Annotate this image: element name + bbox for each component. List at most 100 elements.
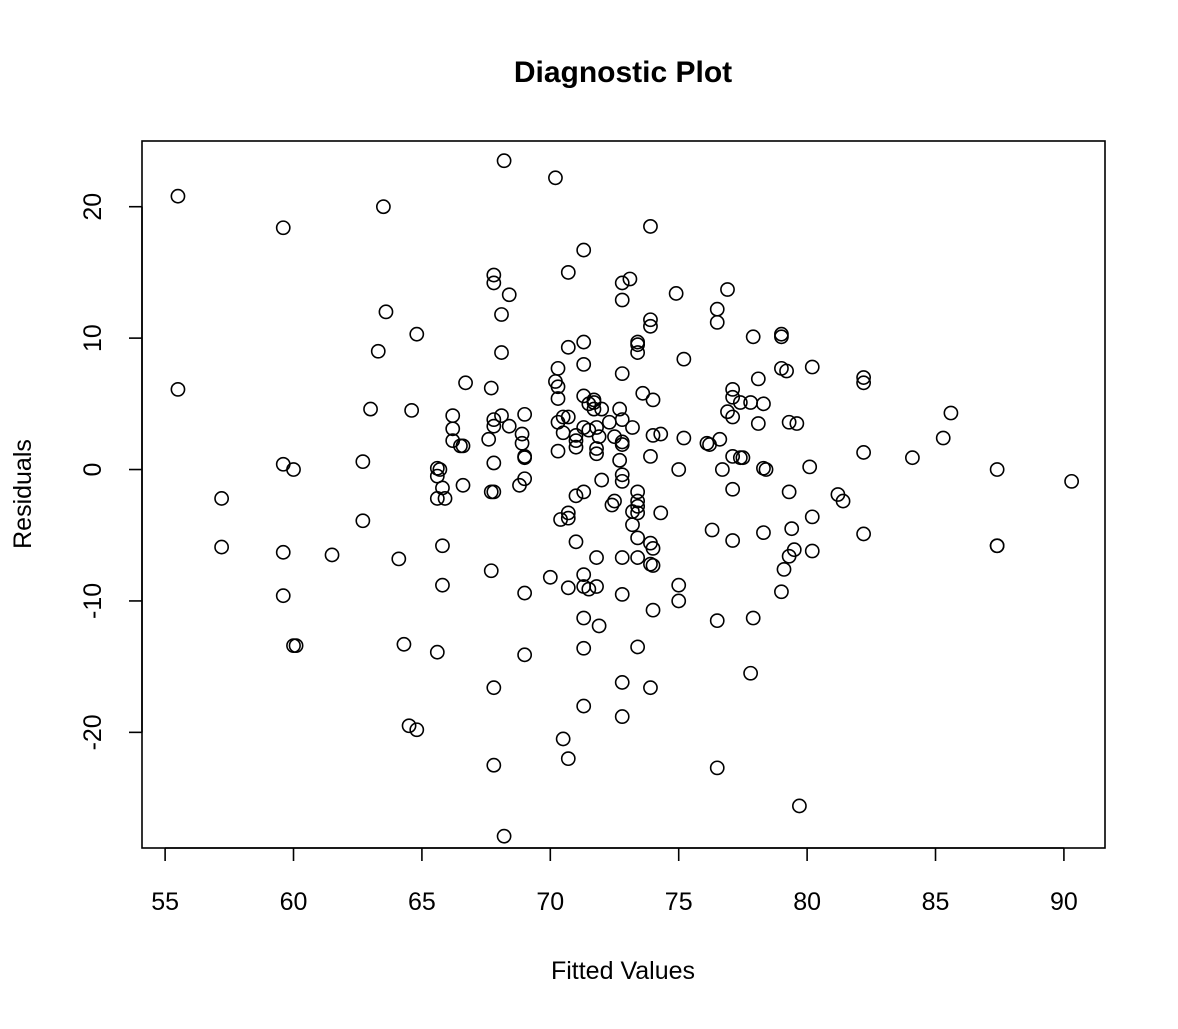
data-point xyxy=(776,562,792,577)
data-point xyxy=(653,505,669,521)
data-point xyxy=(481,431,497,447)
x-axis: 55 60 65 70 75 80 85 90 xyxy=(151,847,1078,916)
data-point xyxy=(486,275,502,291)
data-point xyxy=(591,618,607,634)
data-point xyxy=(645,558,661,573)
data-point xyxy=(774,329,789,345)
data-point xyxy=(555,731,571,747)
data-point xyxy=(555,425,571,441)
data-point xyxy=(614,275,630,291)
data-point xyxy=(671,462,687,477)
data-point xyxy=(714,462,730,477)
data-point xyxy=(494,345,509,360)
data-point xyxy=(989,538,1005,554)
data-point xyxy=(612,452,628,468)
data-point xyxy=(745,329,761,345)
data-point xyxy=(378,304,394,320)
data-point xyxy=(355,513,371,529)
data-point xyxy=(486,412,502,427)
data-point xyxy=(275,456,291,472)
y-tick-label: 0 xyxy=(79,463,107,477)
data-point xyxy=(725,389,741,405)
data-point xyxy=(581,422,597,438)
data-point xyxy=(560,265,576,280)
data-point xyxy=(774,584,789,600)
data-point xyxy=(555,409,571,425)
data-point xyxy=(409,722,425,738)
data-point xyxy=(614,467,630,483)
data-point xyxy=(725,381,741,397)
data-point xyxy=(455,477,471,493)
data-point xyxy=(576,334,592,350)
data-point xyxy=(645,540,661,556)
data-point xyxy=(560,409,576,425)
data-point xyxy=(732,395,748,410)
data-point xyxy=(576,484,592,500)
data-point xyxy=(496,153,512,169)
data-point xyxy=(709,613,725,629)
data-point xyxy=(607,493,622,509)
data-point xyxy=(435,538,450,554)
data-point xyxy=(704,522,720,538)
data-point xyxy=(550,379,566,395)
data-point xyxy=(709,301,725,317)
data-point xyxy=(935,430,951,446)
data-point xyxy=(804,359,820,375)
data-point xyxy=(614,366,630,382)
data-point xyxy=(779,363,794,379)
data-point xyxy=(804,543,820,559)
data-point xyxy=(591,429,607,445)
data-point xyxy=(630,505,646,521)
data-point xyxy=(429,644,445,660)
data-point xyxy=(576,567,592,583)
data-point xyxy=(589,550,604,565)
data-point xyxy=(560,339,576,355)
data-point xyxy=(550,443,566,459)
y-tick-label: -20 xyxy=(79,714,107,750)
data-point xyxy=(614,550,630,565)
data-point xyxy=(568,433,584,449)
data-point xyxy=(486,418,502,434)
data-point xyxy=(589,579,604,594)
data-point xyxy=(496,828,512,844)
data-point xyxy=(725,533,741,548)
data-point xyxy=(517,450,533,466)
x-tick-label: 55 xyxy=(151,888,179,916)
data-point xyxy=(604,497,620,513)
data-point xyxy=(445,408,461,424)
data-point xyxy=(355,454,371,470)
data-point xyxy=(643,680,658,696)
data-point xyxy=(709,760,725,776)
data-point xyxy=(363,401,378,417)
data-point xyxy=(989,462,1005,477)
data-point xyxy=(568,534,584,550)
data-point xyxy=(786,542,802,558)
data-point xyxy=(614,473,630,489)
data-point xyxy=(784,521,800,537)
data-point xyxy=(725,481,741,497)
data-point xyxy=(560,580,576,596)
data-point xyxy=(517,647,533,663)
data-point xyxy=(750,416,766,431)
data-point xyxy=(288,638,304,654)
data-point xyxy=(614,412,630,427)
data-point xyxy=(756,525,771,541)
data-point xyxy=(517,585,533,601)
data-point xyxy=(576,640,592,656)
data-point xyxy=(630,493,646,509)
x-tick-label: 60 xyxy=(280,888,308,916)
data-point xyxy=(214,491,230,506)
data-point xyxy=(835,493,851,509)
data-point xyxy=(645,427,661,443)
data-point xyxy=(750,371,766,387)
data-point xyxy=(560,510,576,526)
data-point xyxy=(643,219,658,234)
data-point xyxy=(483,380,499,396)
data-point xyxy=(514,435,530,451)
x-tick-label: 65 xyxy=(408,888,436,916)
data-point xyxy=(483,563,499,579)
data-point xyxy=(586,401,602,417)
data-point xyxy=(486,455,502,471)
data-point xyxy=(576,610,592,626)
